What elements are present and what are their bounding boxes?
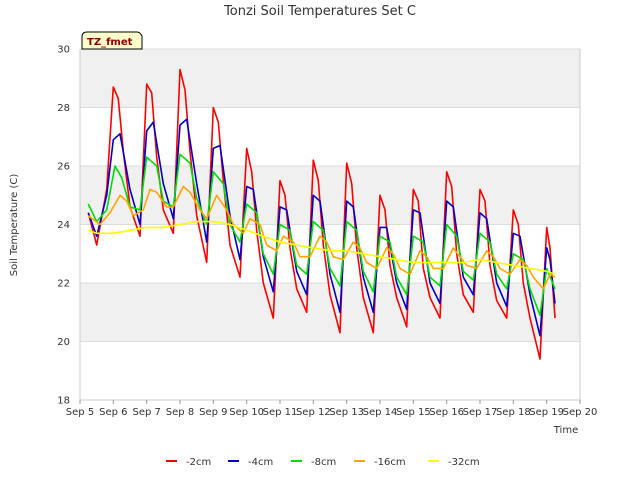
x-tick-label: Sep 16 xyxy=(429,407,464,418)
y-tick-label: 26 xyxy=(57,162,70,173)
x-tick-label: Sep 14 xyxy=(363,407,398,418)
x-tick-label: Sep 8 xyxy=(166,407,194,418)
legend-label-minus-8cm: -8cm xyxy=(311,457,336,468)
x-tick-label: Sep 15 xyxy=(396,407,431,418)
tag-label: TZ_fmet xyxy=(87,37,133,48)
x-tick-label: Sep 10 xyxy=(229,407,264,418)
x-tick-label: Sep 17 xyxy=(463,407,498,418)
y-tick-label: 30 xyxy=(57,45,70,56)
x-tick-label: Sep 19 xyxy=(529,407,564,418)
x-tick-label: Sep 9 xyxy=(199,407,227,418)
x-tick-label: Sep 13 xyxy=(329,407,364,418)
x-tick-label: Sep 12 xyxy=(296,407,331,418)
y-tick-label: 28 xyxy=(57,103,70,114)
x-tick-label: Sep 18 xyxy=(496,407,531,418)
series-line-minus-32cm xyxy=(88,220,556,275)
y-tick-label: 22 xyxy=(57,279,70,290)
x-tick-label: Sep 5 xyxy=(66,407,94,418)
legend-label-minus-16cm: -16cm xyxy=(374,457,406,468)
series-layer xyxy=(87,68,556,360)
series-line-minus-8cm xyxy=(87,153,556,317)
y-tick-label: 24 xyxy=(57,220,70,231)
x-tick-label: Sep 6 xyxy=(99,407,127,418)
chart-title: Tonzi Soil Temperatures Set C xyxy=(223,4,416,19)
x-tick-label: Sep 20 xyxy=(563,407,598,418)
x-tick-label: Sep 11 xyxy=(263,407,298,418)
plot-band xyxy=(80,49,580,108)
legend-label-minus-4cm: -4cm xyxy=(248,457,273,468)
axes xyxy=(79,49,581,401)
legend-label-minus-32cm: -32cm xyxy=(448,457,480,468)
tz-fmet-tag: TZ_fmet xyxy=(81,31,143,50)
legend: -2cm -4cm -8cm -16cm -32cm xyxy=(166,457,480,468)
y-tick-label: 18 xyxy=(57,396,70,407)
legend-label-minus-2cm: -2cm xyxy=(186,457,211,468)
tag-background xyxy=(81,31,143,50)
x-axis-title: Time xyxy=(553,425,578,436)
x-tick-label: Sep 7 xyxy=(132,407,160,418)
y-tick-label: 20 xyxy=(57,337,70,348)
y-axis-title: Soil Temperature (C) xyxy=(9,174,20,277)
series-line-minus-16cm xyxy=(87,185,556,290)
y-axis-ticks: 18 20 22 24 26 28 30 xyxy=(57,45,70,407)
plot-band xyxy=(80,166,580,225)
